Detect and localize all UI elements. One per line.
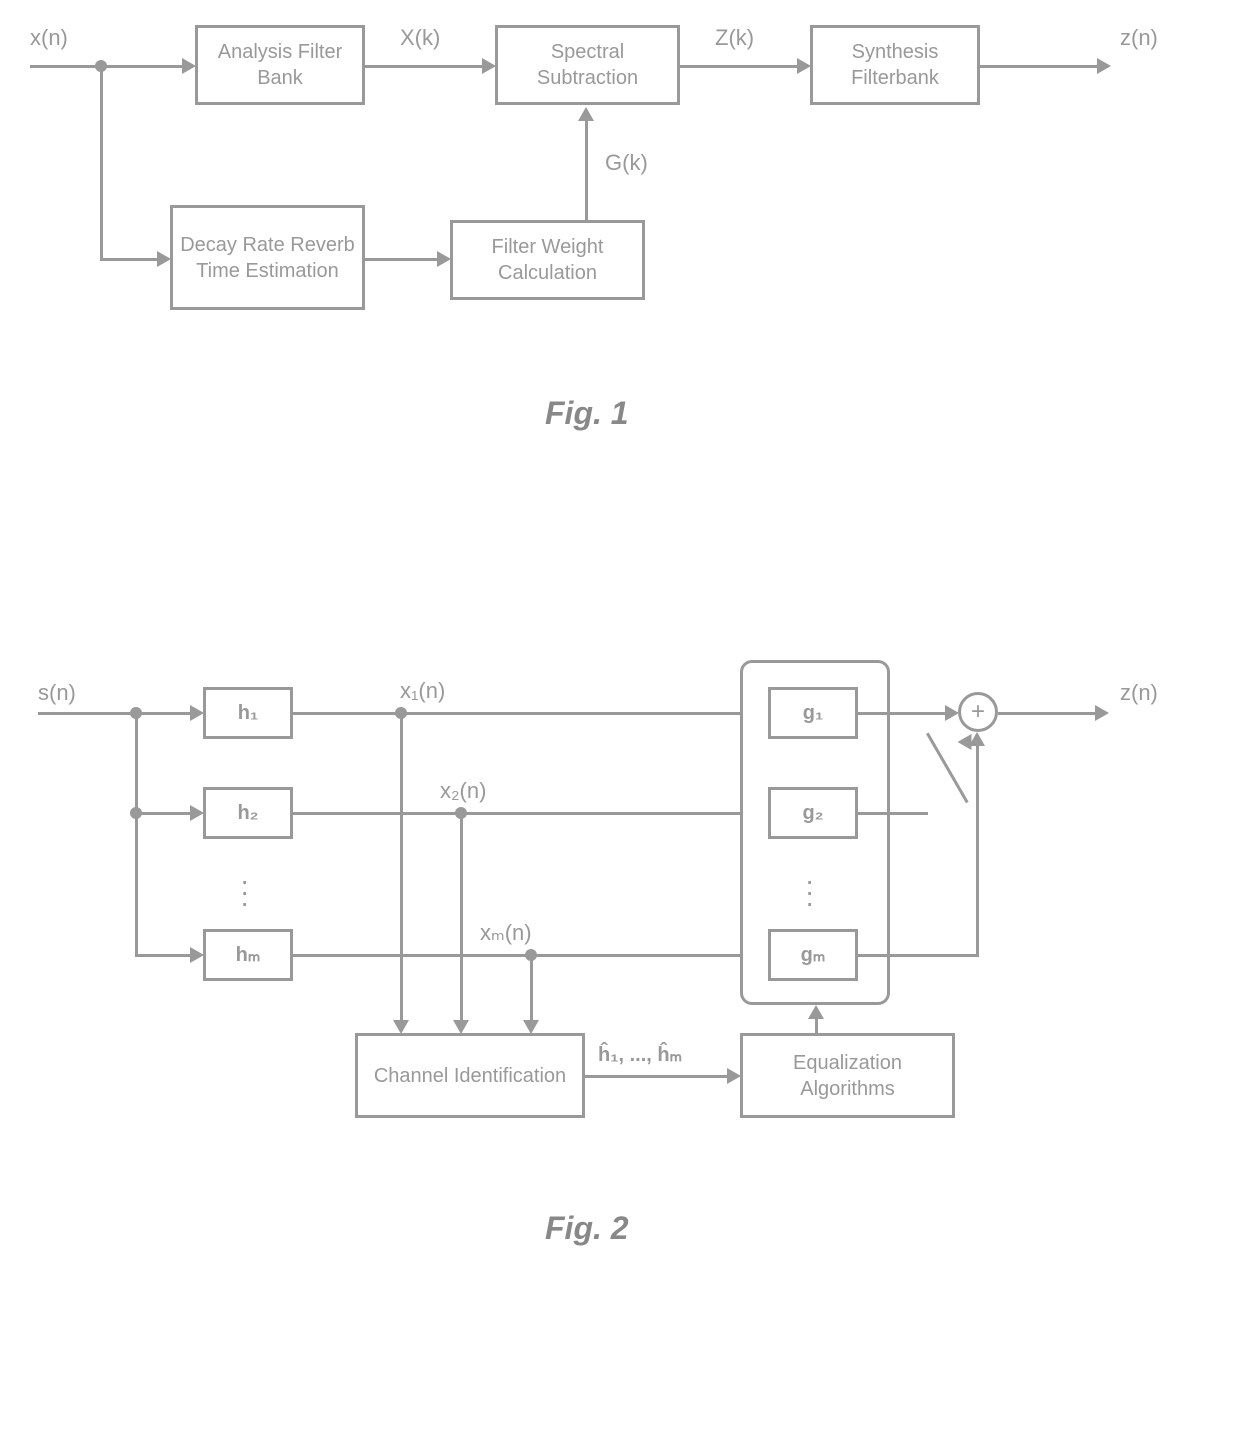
fig2-caption: Fig. 2 xyxy=(545,1210,629,1247)
fig2-xM-down xyxy=(530,954,533,1022)
fig1-analysis-block: Analysis Filter Bank xyxy=(195,25,365,105)
fig1-line-zk xyxy=(680,65,800,68)
fig1-line-out xyxy=(980,65,1100,68)
fig1-decay-label: Decay Rate Reverb Time Estimation xyxy=(179,232,356,284)
fig2-line-g2-out-h xyxy=(858,812,928,815)
fig2-g2-block: g₂ xyxy=(768,787,858,839)
fig1-arrow-to-analysis xyxy=(182,58,196,74)
fig2-arrow-sum-M xyxy=(969,732,985,746)
fig1-line-branch-h xyxy=(100,258,160,261)
fig1-analysis-label: Analysis Filter Bank xyxy=(204,39,356,91)
fig2-x1-down xyxy=(400,712,403,1022)
fig2-hM-block: hₘ xyxy=(203,929,293,981)
fig2-channelid-label: Channel Identification xyxy=(374,1063,566,1089)
fig1-line-in xyxy=(30,65,185,68)
fig2-line-h-eq xyxy=(585,1075,730,1078)
fig2-summer: + xyxy=(958,692,998,732)
fig1-line-decay-fw xyxy=(365,258,440,261)
fig2-channelid-block: Channel Identification xyxy=(355,1033,585,1118)
fig2-g1-block: g₁ xyxy=(768,687,858,739)
fig2-g2-label: g₂ xyxy=(802,800,823,826)
fig1-spectral-block: Spectral Subtraction xyxy=(495,25,680,105)
fig2-line-x1 xyxy=(293,712,758,715)
fig2-line-branch-v xyxy=(135,712,138,957)
fig1-input-label: x(n) xyxy=(30,25,68,51)
fig2-arrow-sum-1 xyxy=(945,705,959,721)
fig2-h-vdots: ··· xyxy=(240,875,249,909)
fig2-arrow-to-eq xyxy=(727,1068,741,1084)
fig2-hest-label: ĥ₁, ..., ĥₘ xyxy=(598,1042,682,1067)
fig2-arrow-out xyxy=(1095,705,1109,721)
fig2-line-to-h2 xyxy=(135,812,190,815)
fig2-line-to-hM xyxy=(135,954,190,957)
fig1-fw-block: Filter Weight Calculation xyxy=(450,220,645,300)
fig2-xM-label: xₘ(n) xyxy=(480,920,532,946)
fig2-arrow-to-hM xyxy=(190,947,204,963)
fig2-x1-label: x₁(n) xyxy=(400,678,445,704)
fig1-synthesis-block: Synthesis Filterbank xyxy=(810,25,980,105)
fig2-gM-label: gₘ xyxy=(801,942,826,968)
fig2-line-gM-out-h xyxy=(858,954,976,957)
fig2-arrow-to-h1 xyxy=(190,705,204,721)
fig2-eq-block: Equalization Algorithms xyxy=(740,1033,955,1118)
fig2-x1-arrow-down xyxy=(393,1020,409,1034)
fig1-arrow-to-decay xyxy=(157,251,171,267)
fig1-spectral-label: Spectral Subtraction xyxy=(504,39,671,91)
fig2-output-label: z(n) xyxy=(1120,680,1158,706)
fig2-summer-symbol: + xyxy=(971,698,985,726)
fig2-hM-label: hₘ xyxy=(236,942,261,968)
fig2-arrow-to-h2 xyxy=(190,805,204,821)
fig2-x2-down xyxy=(460,812,463,1022)
fig1-synthesis-label: Synthesis Filterbank xyxy=(819,39,971,91)
fig2-x2-arrow-down xyxy=(453,1020,469,1034)
fig2-gM-block: gₘ xyxy=(768,929,858,981)
fig1-arrow-to-fw xyxy=(437,251,451,267)
fig1-line-gk xyxy=(585,120,588,220)
fig2-eq-label: Equalization Algorithms xyxy=(749,1050,946,1102)
fig2-h2-label: h₂ xyxy=(237,800,258,826)
fig1-decay-block: Decay Rate Reverb Time Estimation xyxy=(170,205,365,310)
fig2-line-in xyxy=(38,712,193,715)
fig2-g1-label: g₁ xyxy=(803,700,824,726)
fig1-gk-label: G(k) xyxy=(605,150,648,176)
fig2-xM-arrow-down xyxy=(523,1020,539,1034)
fig2-line-out xyxy=(998,712,1098,715)
fig1-arrow-out xyxy=(1097,58,1111,74)
fig2-arrow-eq-up xyxy=(808,1005,824,1019)
fig1-output-label: z(n) xyxy=(1120,25,1158,51)
fig2-h1-block: h₁ xyxy=(203,687,293,739)
fig1-line-xk xyxy=(365,65,485,68)
fig2-line-x2 xyxy=(293,812,758,815)
fig2-line-gM-out-v xyxy=(976,735,979,957)
fig1-caption: Fig. 1 xyxy=(545,395,629,432)
fig2-line-g1-out xyxy=(858,712,948,715)
fig1-zk-label: Z(k) xyxy=(715,25,754,51)
fig1-arrow-to-spectral xyxy=(482,58,496,74)
fig1-arrow-gk xyxy=(578,107,594,121)
fig1-arrow-to-synthesis xyxy=(797,58,811,74)
fig2-h2-block: h₂ xyxy=(203,787,293,839)
fig1-line-branch-v xyxy=(100,68,103,261)
fig1-fw-label: Filter Weight Calculation xyxy=(459,234,636,286)
fig1-xk-label: X(k) xyxy=(400,25,440,51)
fig2-input-label: s(n) xyxy=(38,680,76,706)
fig2-g-vdots: ··· xyxy=(805,875,814,909)
fig2-x2-label: x₂(n) xyxy=(440,778,486,804)
fig2-h1-label: h₁ xyxy=(238,700,259,726)
